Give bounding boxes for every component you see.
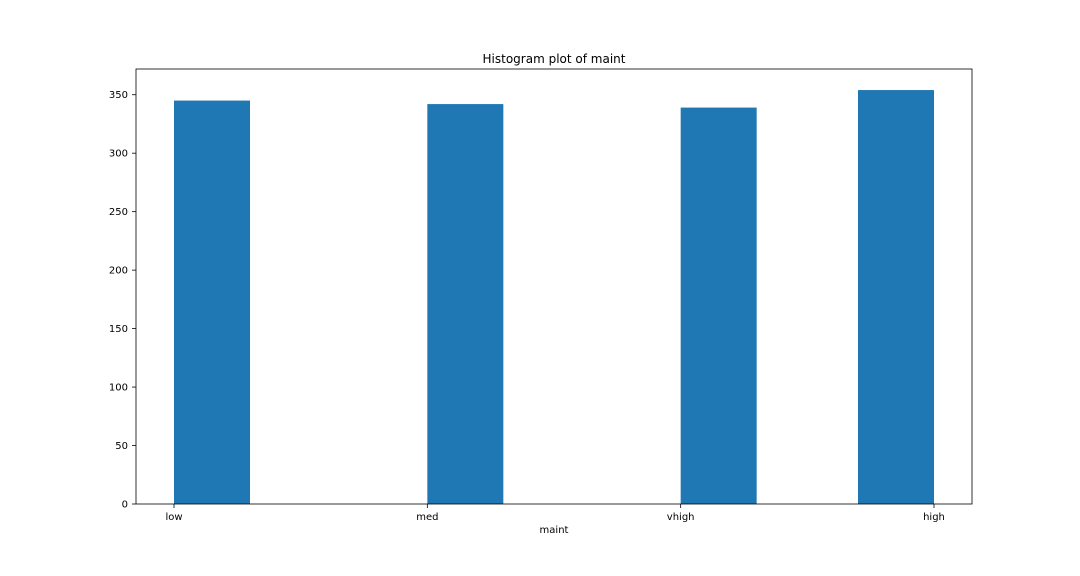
y-tick-label: 250 [109,207,128,218]
x-axis-ticks: low med vhigh high [165,504,945,523]
y-tick-label: 300 [109,149,128,160]
x-tick-label: med [416,512,438,523]
y-tick-label: 100 [109,383,128,394]
y-tick-label: 50 [115,441,128,452]
plot-frame [135,68,973,505]
bars-group [174,90,934,505]
y-tick-label: 200 [109,266,128,277]
x-tick-label: low [165,512,182,523]
chart-title: Histogram plot of maint [483,52,626,66]
y-tick-label: 150 [109,324,128,335]
y-axis-ticks: 0 50 100 150 200 250 300 350 [109,90,136,511]
bar-med [427,104,504,505]
x-tick-label: high [923,512,945,523]
x-tick-label: vhigh [667,512,695,523]
bar-high [858,90,934,504]
y-tick-label: 0 [122,500,128,511]
bar-vhigh [680,107,757,504]
bar-low [174,100,250,505]
y-tick-label: 350 [109,90,128,101]
x-axis-label: maint [540,525,569,536]
